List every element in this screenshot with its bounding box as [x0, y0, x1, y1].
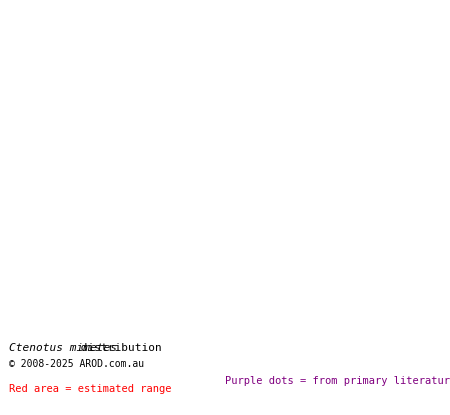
Text: Red area = estimated range: Red area = estimated range: [9, 384, 171, 394]
Text: Purple dots = from primary literature: Purple dots = from primary literature: [225, 376, 450, 386]
Text: Ctenotus mimetes: Ctenotus mimetes: [9, 343, 117, 353]
Text: distribution: distribution: [74, 343, 162, 353]
Text: © 2008-2025 AROD.com.au: © 2008-2025 AROD.com.au: [9, 359, 144, 369]
